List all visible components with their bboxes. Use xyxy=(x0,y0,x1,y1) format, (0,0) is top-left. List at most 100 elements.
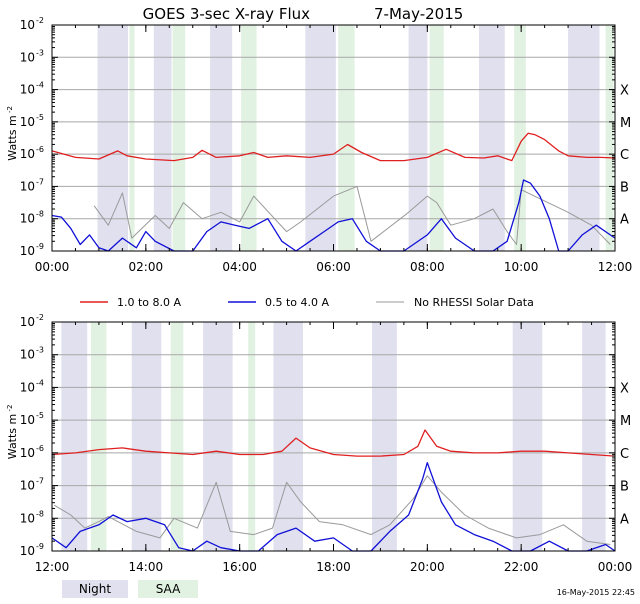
series-long-channel xyxy=(51,132,616,162)
y-tick-label-exponent: -6 xyxy=(36,444,44,453)
night-band xyxy=(478,25,505,251)
y-tick-label-base: 10 xyxy=(20,147,35,161)
y-tick-label-base: 10 xyxy=(20,115,35,129)
y-axis-title-exponent: -2 xyxy=(6,106,14,113)
saa-band xyxy=(514,25,526,251)
series-short-channel xyxy=(51,179,616,252)
y-axis-title: Watts m xyxy=(6,115,19,160)
night-band xyxy=(512,322,543,551)
y-tick-label-exponent: -6 xyxy=(36,145,44,154)
flare-class-label: C xyxy=(620,148,629,163)
night-band xyxy=(153,25,172,251)
x-tick-label: 04:00 xyxy=(222,260,257,274)
y-tick-label-exponent: -4 xyxy=(36,81,44,90)
night-band xyxy=(97,25,129,251)
flare-class-label: A xyxy=(620,213,629,228)
y-tick-label-exponent: -7 xyxy=(36,177,44,186)
x-tick-label: 18:00 xyxy=(316,560,351,574)
y-tick-label-base: 10 xyxy=(20,244,35,258)
flare-class-label: X xyxy=(620,381,629,396)
y-tick-label-base: 10 xyxy=(20,511,35,525)
y-tick-label-base: 10 xyxy=(20,18,35,32)
band-legend: Night SAA xyxy=(62,580,198,598)
legend-night-swatch xyxy=(62,580,128,598)
x-tick-label: 10:00 xyxy=(504,260,539,274)
y-tick-label-base: 10 xyxy=(20,179,35,193)
x-tick-label: 16:00 xyxy=(222,560,257,574)
saa-band xyxy=(172,25,186,251)
y-tick-label-exponent: -3 xyxy=(36,48,44,57)
x-tick-label: 12:00 xyxy=(35,560,70,574)
flare-class-label: X xyxy=(620,84,629,99)
legend-norhessi-label: No RHESSI Solar Data xyxy=(414,296,534,309)
night-band xyxy=(305,25,336,251)
flare-class-label: M xyxy=(620,414,631,429)
saa-band xyxy=(129,25,135,251)
y-tick-label-base: 10 xyxy=(20,413,35,427)
y-tick-label-base: 10 xyxy=(20,446,35,460)
y-tick-label-exponent: -9 xyxy=(36,542,44,551)
x-tick-label: 20:00 xyxy=(410,560,445,574)
series-legend: 1.0 to 8.0 A 0.5 to 4.0 A No RHESSI Sola… xyxy=(80,296,534,309)
footer-timestamp: 16-May-2015 22:45 xyxy=(557,588,635,597)
series-long-channel xyxy=(51,429,616,457)
y-tick-label-exponent: -8 xyxy=(36,509,44,518)
legend-long-label: 1.0 to 8.0 A xyxy=(117,296,182,309)
night-band xyxy=(203,322,233,551)
y-axis-title: Watts m xyxy=(6,414,19,459)
y-tick-label-exponent: -3 xyxy=(36,346,44,355)
night-band xyxy=(210,25,233,251)
chart-title: GOES 3-sec X-ray Flux xyxy=(143,5,310,23)
x-tick-label: 12:00 xyxy=(598,260,633,274)
y-tick-label-base: 10 xyxy=(20,212,35,226)
flare-class-label: M xyxy=(620,116,631,131)
x-tick-label: 02:00 xyxy=(129,260,164,274)
flare-class-label: B xyxy=(620,180,629,195)
y-axis-title-exponent: -2 xyxy=(6,405,14,412)
chart-date: 7-May-2015 xyxy=(374,5,463,23)
saa-band xyxy=(605,25,614,251)
night-band xyxy=(131,322,162,551)
legend-saa-label: SAA xyxy=(156,582,181,596)
y-tick-label-base: 10 xyxy=(20,380,35,394)
x-tick-label: 06:00 xyxy=(316,260,351,274)
x-tick-label: 14:00 xyxy=(129,560,164,574)
y-tick-label-exponent: -2 xyxy=(36,16,44,25)
y-tick-label-base: 10 xyxy=(20,315,35,329)
legend-night-label: Night xyxy=(79,582,112,596)
night-band xyxy=(408,25,428,251)
y-tick-label-exponent: -9 xyxy=(36,242,44,251)
y-tick-label-exponent: -8 xyxy=(36,210,44,219)
series-no-rhessi xyxy=(93,185,611,245)
night-band xyxy=(582,322,606,551)
y-tick-label-base: 10 xyxy=(20,544,35,558)
y-tick-label-base: 10 xyxy=(20,348,35,362)
y-tick-label-exponent: -4 xyxy=(36,378,44,387)
x-tick-label: 08:00 xyxy=(410,260,445,274)
x-tick-label: 00:00 xyxy=(35,260,70,274)
legend-short-label: 0.5 to 4.0 A xyxy=(265,296,330,309)
flare-class-label: C xyxy=(620,447,629,462)
flare-class-label: B xyxy=(620,480,629,495)
night-band xyxy=(273,322,304,551)
y-tick-label-base: 10 xyxy=(20,83,35,97)
saa-band xyxy=(90,322,107,551)
legend-saa-swatch xyxy=(138,580,198,598)
flare-class-label: A xyxy=(620,512,629,527)
saa-band xyxy=(429,25,444,251)
y-tick-label-exponent: -7 xyxy=(36,477,44,486)
y-tick-label-exponent: -5 xyxy=(36,411,44,420)
saa-band xyxy=(338,25,355,251)
y-tick-label-exponent: -2 xyxy=(36,313,44,322)
y-tick-label-base: 10 xyxy=(20,50,35,64)
series-no-rhessi xyxy=(54,475,611,545)
y-tick-label-base: 10 xyxy=(20,479,35,493)
night-band xyxy=(568,25,600,251)
saa-band xyxy=(241,25,257,251)
x-tick-label: 22:00 xyxy=(504,560,539,574)
x-tick-label: 00:00 xyxy=(598,560,633,574)
night-band xyxy=(371,322,397,551)
saa-band xyxy=(170,322,184,551)
